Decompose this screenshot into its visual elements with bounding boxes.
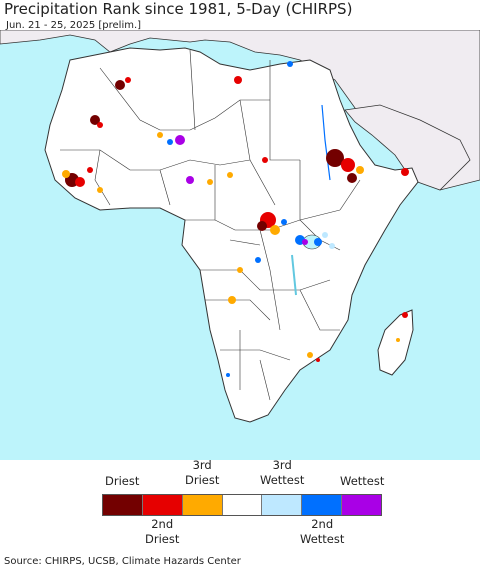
legend-label-top-0: Driest <box>105 474 140 488</box>
source-credit: Source: CHIRPS, UCSB, Climate Hazards Ce… <box>4 556 241 567</box>
legend-swatch-1 <box>142 495 183 515</box>
legend-swatch-4 <box>262 495 303 515</box>
page-title: Precipitation Rank since 1981, 5-Day (CH… <box>4 0 353 18</box>
legend-label-top-2: 3rd Driest <box>185 458 220 487</box>
legend-color-bar <box>102 494 382 516</box>
africa-map <box>0 30 480 460</box>
map-svg <box>0 30 480 460</box>
date-range: Jun. 21 - 25, 2025 [prelim.] <box>6 20 142 31</box>
country-borders <box>60 49 361 401</box>
rank-patches <box>62 61 409 377</box>
legend-swatch-5 <box>302 495 343 515</box>
nile-river <box>321 104 331 181</box>
legend-label-top-6: Wettest <box>340 474 385 488</box>
legend-swatch-6 <box>342 495 382 515</box>
legend-swatch-3 <box>222 495 263 515</box>
legend-label-top-4: 3rd Wettest <box>260 458 305 487</box>
legend-label-bottom-5: 2nd Wettest <box>300 517 345 546</box>
arabian-peninsula <box>344 104 471 191</box>
legend-swatch-0 <box>103 495 143 515</box>
legend-label-bottom-1: 2nd Driest <box>145 517 180 546</box>
legend-swatch-2 <box>182 495 223 515</box>
lake-tanganyika <box>291 254 297 296</box>
madagascar <box>377 309 414 376</box>
